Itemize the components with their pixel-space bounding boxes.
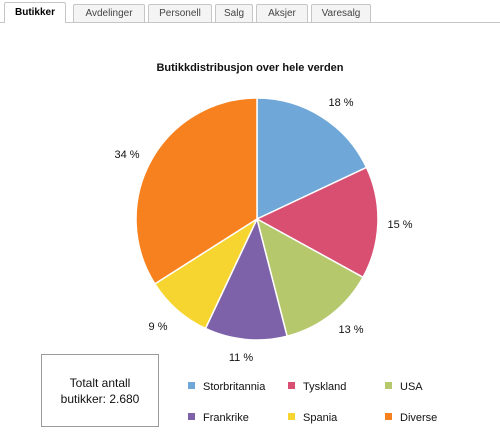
- data-label-frankrike: 11 %: [229, 352, 253, 364]
- legend-swatch-usa: [385, 382, 392, 389]
- total-stores-line-1: Totalt antall: [69, 375, 131, 390]
- tab-salg[interactable]: Salg: [215, 4, 253, 22]
- legend-swatch-frankrike: [188, 413, 195, 420]
- pie-data-labels: 18 % 15 % 13 % 11 % 9 % 34 %: [114, 97, 412, 364]
- pie-slice-usa: [255, 217, 365, 338]
- legend-swatch-tyskland: [288, 382, 295, 389]
- total-stores-line-2: butikker: 2.680: [60, 391, 140, 406]
- legend-label-storbritannia: Storbritannia: [203, 381, 266, 393]
- legend-item-spania: Spania: [288, 411, 337, 425]
- legend-swatch-storbritannia: [188, 382, 195, 389]
- legend-label-frankrike: Frankrike: [203, 412, 249, 424]
- legend-label-diverse: Diverse: [400, 412, 438, 424]
- legend-swatch-diverse: [385, 413, 392, 420]
- data-label-storbritannia: 18 %: [328, 97, 353, 109]
- legend-label-spania: Spania: [303, 412, 338, 424]
- legend-swatch-spania: [288, 413, 295, 420]
- tab-personell[interactable]: Personell: [148, 4, 212, 22]
- pie-slice-diverse: [135, 97, 258, 285]
- data-label-tyskland: 15 %: [387, 219, 412, 231]
- data-label-spania: 9 %: [149, 321, 168, 333]
- legend-item-tyskland: Tyskland: [288, 380, 346, 394]
- legend-item-usa: USA: [385, 380, 423, 394]
- tab-bar-divider: [0, 22, 500, 23]
- pie-slice-frankrike: [204, 216, 289, 341]
- total-stores-box: Totalt antall butikker: 2.680: [41, 354, 159, 427]
- chart-title: Butikkdistribusjon over hele verden: [156, 62, 344, 74]
- tab-bar: Butikker Avdelinger Personell Salg Aksje…: [0, 0, 500, 24]
- tab-aksjer[interactable]: Aksjer: [256, 4, 308, 22]
- pie-slice-tyskland: [255, 166, 379, 279]
- tab-avdelinger[interactable]: Avdelinger: [73, 4, 145, 22]
- tab-butikker[interactable]: Butikker: [4, 2, 66, 23]
- tab-varesalg[interactable]: Varesalg: [311, 4, 371, 22]
- data-label-usa: 13 %: [338, 324, 363, 336]
- legend-item-storbritannia: Storbritannia: [188, 380, 265, 394]
- pie-slice-storbritannia: [256, 97, 368, 221]
- legend-label-usa: USA: [400, 381, 423, 393]
- pie-slices: [135, 97, 379, 341]
- legend-item-frankrike: Frankrike: [188, 411, 249, 425]
- legend-label-tyskland: Tyskland: [303, 381, 347, 393]
- data-label-diverse: 34 %: [114, 149, 139, 161]
- legend-item-diverse: Diverse: [385, 411, 437, 425]
